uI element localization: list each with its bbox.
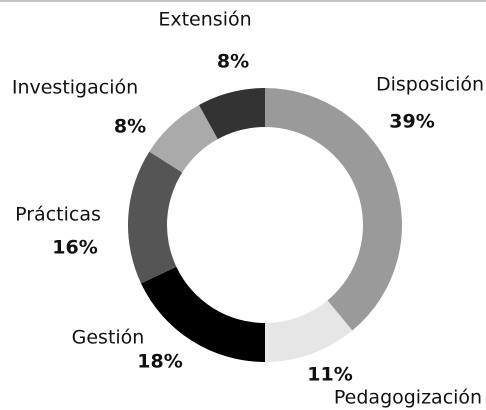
segment-label: Gestión <box>72 327 145 349</box>
donut-segment <box>149 104 218 173</box>
value-label: 11% <box>307 364 352 386</box>
value-label: 8% <box>217 51 249 73</box>
donut-segment <box>128 151 183 284</box>
value-label: 8% <box>114 116 146 138</box>
donut-segment <box>198 88 265 140</box>
segment-label: Pedagogización <box>334 387 482 409</box>
donut-segment <box>265 300 353 362</box>
value-label: 16% <box>52 237 97 259</box>
donut-segment <box>265 88 402 331</box>
segment-label: Prácticas <box>15 204 101 226</box>
value-label: 39% <box>389 111 434 133</box>
donut-segment <box>141 266 265 362</box>
segment-label: Disposición <box>376 74 484 96</box>
value-label: 18% <box>137 351 182 373</box>
segment-label: Investigación <box>12 77 138 99</box>
segment-label: Extensión <box>158 9 251 31</box>
